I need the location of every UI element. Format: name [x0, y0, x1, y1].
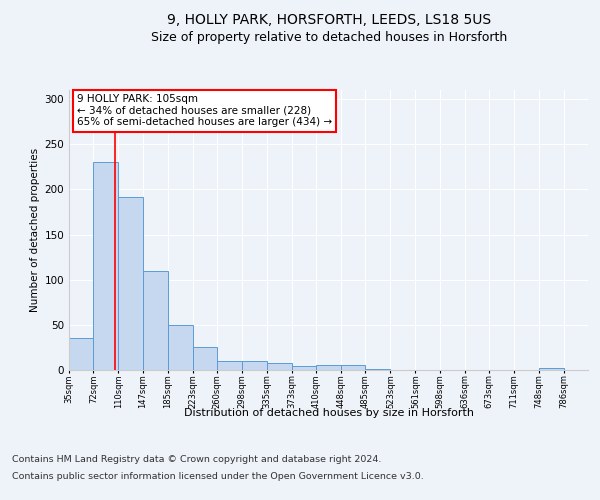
- Y-axis label: Number of detached properties: Number of detached properties: [30, 148, 40, 312]
- Bar: [242, 361, 266, 370]
- Bar: [168, 325, 193, 370]
- Text: Contains public sector information licensed under the Open Government Licence v3: Contains public sector information licen…: [12, 472, 424, 481]
- Bar: [341, 366, 365, 370]
- Bar: [69, 338, 94, 370]
- Bar: [143, 270, 168, 370]
- Bar: [266, 363, 292, 370]
- Text: Size of property relative to detached houses in Horsforth: Size of property relative to detached ho…: [151, 31, 507, 44]
- Bar: [94, 162, 118, 370]
- Bar: [365, 369, 391, 370]
- Text: 9 HOLLY PARK: 105sqm
← 34% of detached houses are smaller (228)
65% of semi-deta: 9 HOLLY PARK: 105sqm ← 34% of detached h…: [77, 94, 332, 128]
- Bar: [316, 366, 341, 370]
- Text: Distribution of detached houses by size in Horsforth: Distribution of detached houses by size …: [184, 408, 474, 418]
- Text: Contains HM Land Registry data © Crown copyright and database right 2024.: Contains HM Land Registry data © Crown c…: [12, 455, 382, 464]
- Bar: [292, 366, 316, 370]
- Text: 9, HOLLY PARK, HORSFORTH, LEEDS, LS18 5US: 9, HOLLY PARK, HORSFORTH, LEEDS, LS18 5U…: [167, 12, 491, 26]
- Bar: [118, 196, 143, 370]
- Bar: [193, 348, 217, 370]
- Bar: [217, 361, 242, 370]
- Bar: [539, 368, 563, 370]
